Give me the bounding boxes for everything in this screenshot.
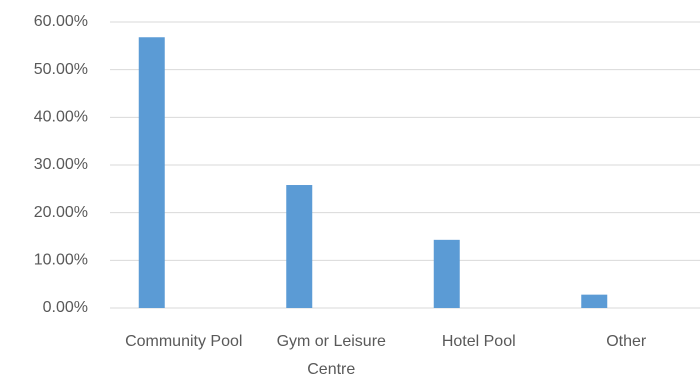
y-tick-label: 30.00%	[34, 156, 88, 173]
bar	[138, 37, 165, 309]
y-tick-label: 50.00%	[34, 61, 88, 78]
y-tick-label: 10.00%	[34, 252, 88, 269]
y-tick-label: 60.00%	[34, 13, 88, 30]
x-tick-label: Hotel Pool	[441, 333, 516, 350]
x-tick-label: Other	[606, 333, 647, 350]
y-tick-label: 40.00%	[34, 109, 88, 126]
x-tick-label: Gym or Leisure Centre	[276, 333, 386, 377]
y-tick-label: 20.00%	[34, 204, 88, 221]
bar	[286, 185, 313, 308]
y-tick-label: 0.00%	[43, 299, 88, 316]
bar	[433, 239, 460, 308]
x-tick-label: Community Pool	[125, 333, 243, 350]
bar	[581, 294, 608, 308]
